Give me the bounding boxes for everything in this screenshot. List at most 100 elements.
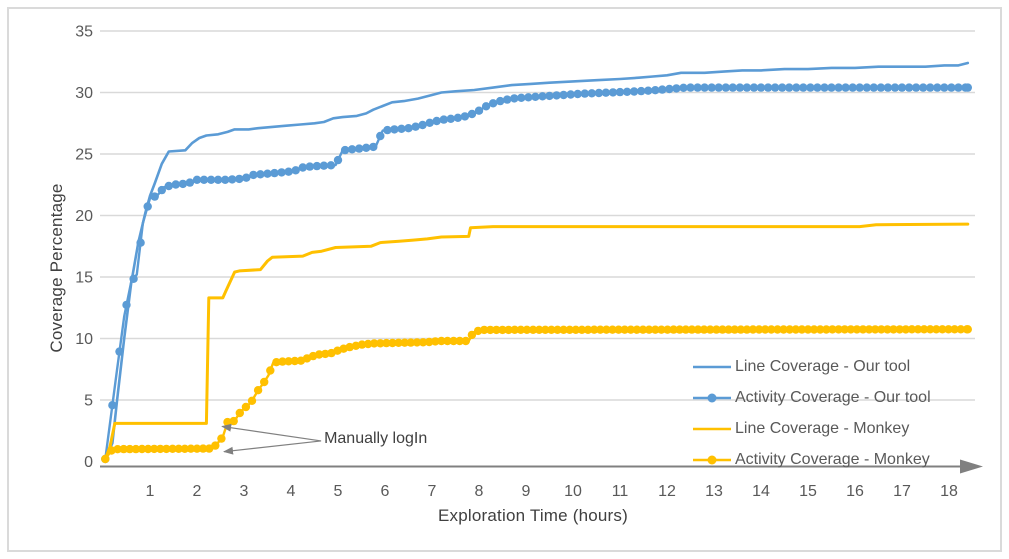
series-marker — [763, 83, 773, 92]
series-marker — [895, 325, 904, 334]
series-marker — [614, 325, 623, 334]
x-tick-label: 10 — [564, 483, 582, 500]
series-marker — [712, 325, 721, 334]
series-marker — [156, 444, 165, 454]
series-marker — [357, 340, 367, 349]
series-marker — [862, 83, 871, 92]
series-marker — [871, 325, 880, 334]
series-marker — [510, 325, 519, 334]
series-marker — [488, 99, 498, 108]
series-marker — [809, 325, 819, 334]
series-marker — [919, 325, 929, 334]
series-marker — [290, 356, 299, 366]
series-marker — [559, 90, 568, 100]
series-marker — [481, 102, 491, 111]
series-marker — [284, 357, 293, 366]
series-marker — [897, 83, 907, 92]
series-marker — [669, 325, 678, 334]
series-marker — [778, 83, 787, 92]
legend-swatch-dot-line-icon — [693, 393, 731, 402]
series-marker — [206, 175, 216, 184]
series-marker — [284, 167, 293, 176]
series-marker — [162, 444, 171, 454]
series-marker — [455, 336, 464, 346]
series-marker — [516, 325, 525, 334]
series-marker — [779, 325, 788, 334]
series-marker — [602, 325, 611, 334]
series-marker — [686, 83, 695, 92]
series-marker — [577, 325, 587, 334]
series-marker — [632, 325, 642, 334]
series-marker — [199, 175, 209, 184]
series-marker — [157, 185, 166, 195]
series-marker — [791, 325, 800, 334]
series-marker — [626, 325, 635, 334]
x-tick-label: 17 — [893, 483, 911, 500]
series-marker — [877, 325, 886, 334]
series-marker — [474, 106, 484, 115]
series-marker — [749, 83, 759, 92]
legend-item-line-coverage-our-tool: Line Coverage - Our tool — [692, 351, 931, 382]
annotation-manually-login: Manually logIn — [324, 429, 428, 447]
series-marker — [382, 338, 391, 348]
series-marker — [956, 325, 965, 334]
x-tick-label: 1 — [146, 483, 155, 500]
series-marker — [131, 444, 141, 454]
series-marker — [467, 109, 477, 119]
series-marker — [363, 339, 373, 349]
x-tick-label: 9 — [522, 483, 531, 500]
series-marker — [608, 325, 617, 334]
series-marker — [425, 337, 434, 347]
y-tick-label: 25 — [75, 147, 93, 164]
y-tick-label: 10 — [75, 331, 93, 348]
series-marker — [785, 83, 794, 92]
series-marker — [174, 444, 183, 453]
series-marker — [889, 325, 898, 334]
series-marker — [228, 175, 237, 184]
series-marker — [388, 338, 397, 348]
series-marker — [761, 325, 770, 334]
series-marker — [657, 325, 666, 334]
series-marker — [125, 444, 134, 454]
series-marker — [944, 325, 953, 334]
series-marker — [129, 274, 138, 283]
series-marker — [700, 83, 709, 92]
series-marker — [411, 122, 420, 131]
series-marker — [247, 396, 257, 405]
x-axis-title: Exploration Time (hours) — [438, 506, 628, 525]
series-marker — [571, 325, 580, 334]
series-marker — [180, 444, 189, 453]
series-marker — [443, 336, 452, 346]
series-marker — [813, 83, 822, 92]
series-marker — [492, 325, 501, 335]
series-marker — [770, 83, 780, 92]
y-tick-label: 30 — [75, 85, 93, 102]
series-marker — [754, 325, 764, 334]
series-marker — [675, 325, 684, 334]
series-marker — [312, 161, 322, 171]
series-marker — [594, 88, 604, 98]
series-marker — [164, 181, 173, 191]
annotation-arrow — [221, 423, 322, 442]
y-tick-label: 5 — [84, 393, 93, 410]
series-marker — [679, 83, 688, 93]
series-marker — [834, 325, 843, 334]
series-marker — [552, 91, 561, 100]
series-marker — [150, 192, 159, 201]
series-marker — [171, 180, 180, 189]
series-marker — [412, 338, 422, 347]
series-marker — [938, 325, 947, 334]
series-marker — [319, 161, 329, 170]
series-line-2 — [103, 222, 970, 461]
series-marker — [362, 143, 371, 152]
x-tick-label: 13 — [705, 483, 723, 500]
series-marker — [370, 339, 379, 348]
x-tick-label: 12 — [658, 483, 676, 500]
series-marker — [792, 83, 801, 92]
series-marker — [137, 444, 147, 454]
series-marker — [260, 377, 269, 387]
series-marker — [394, 338, 403, 347]
series-marker — [277, 168, 286, 177]
series-marker — [724, 325, 733, 334]
series-marker — [467, 330, 477, 340]
